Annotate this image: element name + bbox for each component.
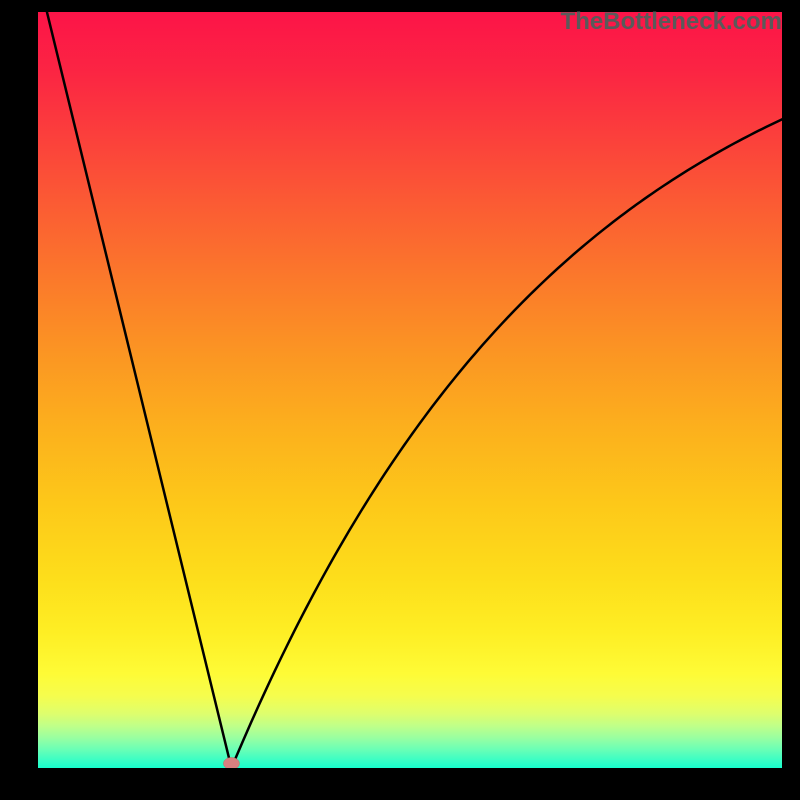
bottleneck-curve xyxy=(38,12,782,768)
watermark-text: TheBottleneck.com xyxy=(561,8,782,36)
plot-area xyxy=(38,12,782,768)
minimum-marker xyxy=(223,757,239,768)
